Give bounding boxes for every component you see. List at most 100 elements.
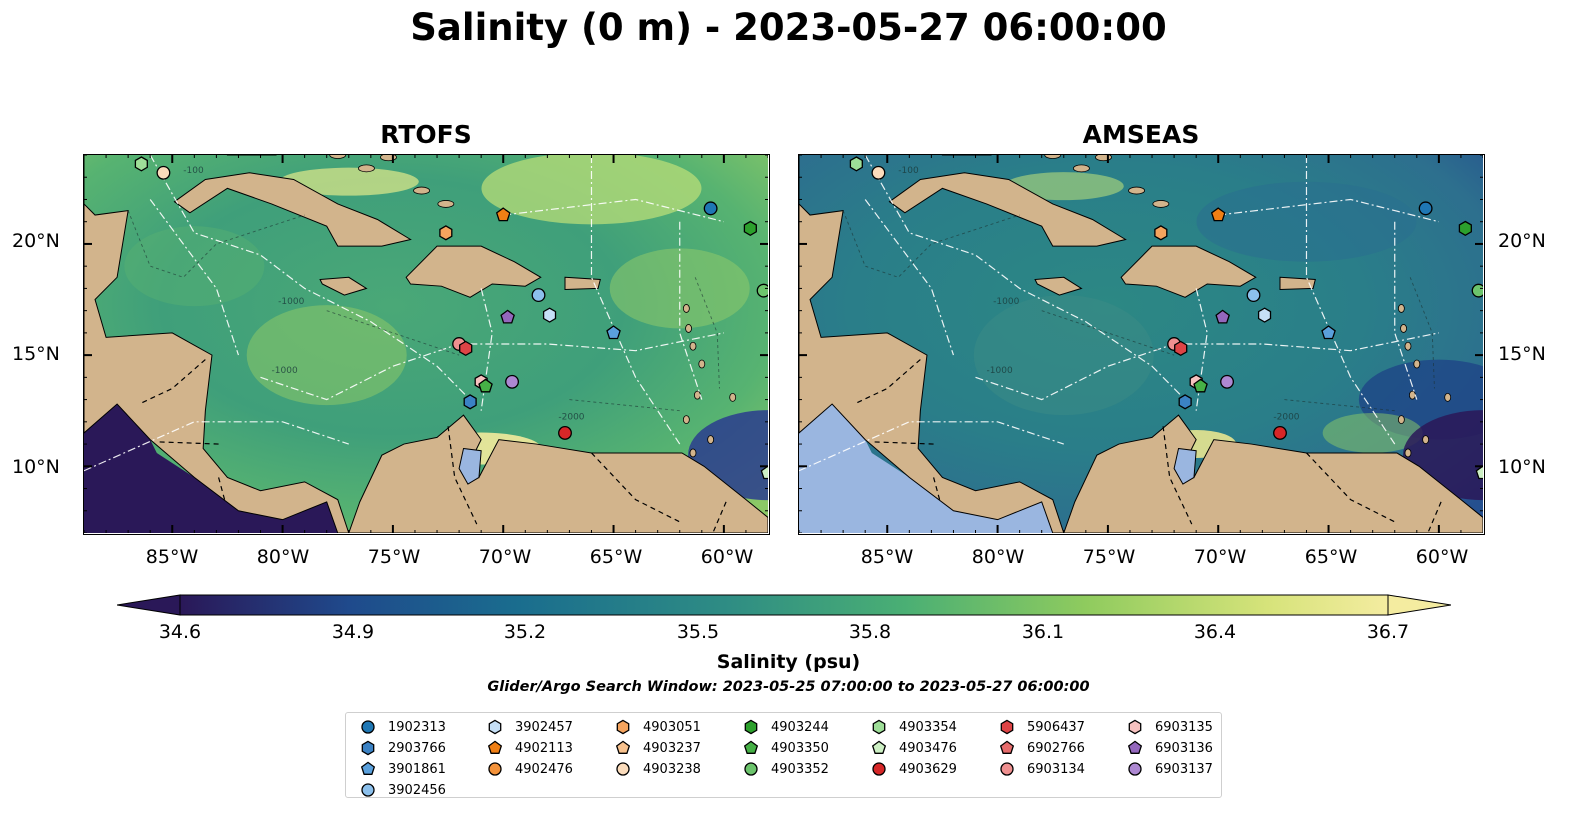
legend-label: 4903238: [643, 761, 701, 777]
legend-marker: [361, 740, 375, 756]
obs-marker-4903238: [871, 165, 886, 180]
bahamas-island: [1152, 200, 1170, 208]
jamaica-island: [319, 276, 368, 296]
circle-marker-icon: [488, 762, 502, 776]
legend-item-6903135: 6903135: [1127, 717, 1213, 737]
eez-boundary: [864, 155, 1186, 401]
lon-label-65w-rtofs: 65°W: [589, 546, 643, 568]
obs-marker-6903137: [1220, 374, 1235, 389]
colorbar-tick-3: 35.5: [676, 621, 720, 643]
colorbar: [117, 594, 1451, 616]
obs-marker-6903136: [500, 309, 515, 324]
south-america-land: [1063, 414, 1484, 534]
legend-marker: [488, 719, 502, 735]
antilles-island: [1400, 324, 1407, 333]
circle-marker-icon: [1128, 762, 1142, 776]
antilles-island: [1422, 435, 1430, 445]
salinity-map-rtofs: -100 -1000 -2000 -1000: [84, 155, 769, 534]
pentagon-marker-icon: [360, 761, 376, 775]
antilles-island: [1397, 415, 1405, 425]
legend-item-4903354: 4903354: [871, 717, 957, 737]
obs-marker-4902113: [495, 207, 511, 222]
lon-label-75w-rtofs: 75°W: [367, 546, 421, 568]
pentagon-marker-icon: [487, 740, 503, 754]
obs-marker-4903354: [849, 156, 863, 172]
eez-boundary: [149, 155, 471, 401]
legend-label: 4903051: [643, 719, 701, 735]
eez-boundary: [864, 199, 955, 356]
legend-label: 1902313: [388, 719, 446, 735]
legend-marker: [1127, 740, 1143, 754]
bahamas-island: [413, 186, 430, 195]
legend-marker: [1128, 762, 1142, 776]
lat-label-15n-left: 15°N: [12, 343, 60, 365]
legend-item-2903766: 2903766: [360, 738, 446, 758]
hexagon-marker-icon: [488, 719, 502, 735]
colorbar-tick-5: 36.1: [1021, 621, 1065, 643]
south-america-land: [348, 414, 769, 534]
contour-label: -1000: [278, 297, 304, 307]
lon-label-70w-rtofs: 70°W: [478, 546, 532, 568]
figure-title: Salinity (0 m) - 2023-05-27 06:00:00: [410, 6, 1167, 49]
legend-label: 2903766: [388, 740, 446, 756]
obs-marker-3902457: [1257, 307, 1272, 323]
obs-marker-5906437: [459, 340, 473, 357]
antilles-island: [689, 341, 697, 351]
legend-item-5906437: 5906437: [999, 717, 1085, 737]
puerto-rico-island: [564, 276, 601, 291]
central-america-land: [84, 155, 350, 534]
circle-marker-icon: [744, 762, 758, 776]
pentagon-marker-icon: [871, 740, 887, 754]
hexagon-marker-icon: [616, 719, 630, 735]
colorbar-tick-0: 34.6: [158, 621, 202, 643]
obs-marker-3902456: [531, 288, 546, 303]
map-panel-amseas: -100 -1000 -2000 -1000: [798, 154, 1485, 535]
legend-item-4903238: 4903238: [615, 759, 701, 779]
pentagon-marker-icon: [1127, 740, 1143, 754]
antilles-island: [1444, 392, 1452, 402]
puerto-rico-island: [1279, 276, 1316, 291]
antilles-island: [693, 390, 701, 400]
legend-item-4903237: 4903237: [615, 738, 701, 758]
legend-marker: [361, 720, 375, 734]
legend-marker: [871, 740, 887, 754]
lon-label-75w-amseas: 75°W: [1082, 546, 1136, 568]
obs-marker-4903051: [1154, 225, 1168, 241]
salinity-patch: [973, 295, 1154, 416]
hispaniola-island: [1120, 245, 1257, 298]
obs-marker-4903238: [156, 165, 171, 180]
circle-marker-icon: [361, 720, 375, 734]
eez-boundary: [149, 199, 240, 356]
legend: 1902313 2903766 3901861 3902456 3902457 49021…: [345, 712, 1222, 798]
bahamas-island: [1095, 155, 1112, 162]
legend-item-4903244: 4903244: [743, 717, 829, 737]
legend-label: 6903136: [1155, 740, 1213, 756]
legend-label: 4903350: [771, 740, 829, 756]
bahamas-island: [1128, 186, 1145, 195]
lon-label-80w-amseas: 80°W: [971, 546, 1025, 568]
legend-label: 6903134: [1027, 761, 1085, 777]
obs-marker-4903051: [439, 225, 453, 241]
obs-marker-4903629: [1273, 425, 1287, 440]
legend-item-4903476: 4903476: [871, 738, 957, 758]
colorbar-label: Salinity (psu): [716, 651, 861, 673]
legend-label: 3901861: [388, 761, 446, 777]
bathymetry-contour: [1284, 399, 1395, 412]
contour-label: -1000: [272, 366, 298, 376]
circle-marker-icon: [616, 762, 630, 776]
legend-marker: [1000, 719, 1014, 735]
lat-label-20n-right: 20°N: [1498, 230, 1546, 252]
antilles-island: [1408, 390, 1416, 400]
obs-marker-6903137: [505, 374, 520, 389]
lake-maracaibo: [458, 447, 482, 485]
bathymetry-contour: [1409, 277, 1435, 389]
bathymetry-contour: [326, 310, 460, 356]
antilles-island: [1397, 304, 1405, 313]
bahamas-island: [380, 155, 397, 162]
country-border: [871, 441, 934, 445]
bathymetry-contour: [569, 399, 680, 412]
legend-label: 4903237: [643, 740, 701, 756]
country-border: [712, 501, 727, 534]
jamaica-island: [1034, 276, 1083, 296]
obs-marker-2903766: [463, 394, 477, 410]
